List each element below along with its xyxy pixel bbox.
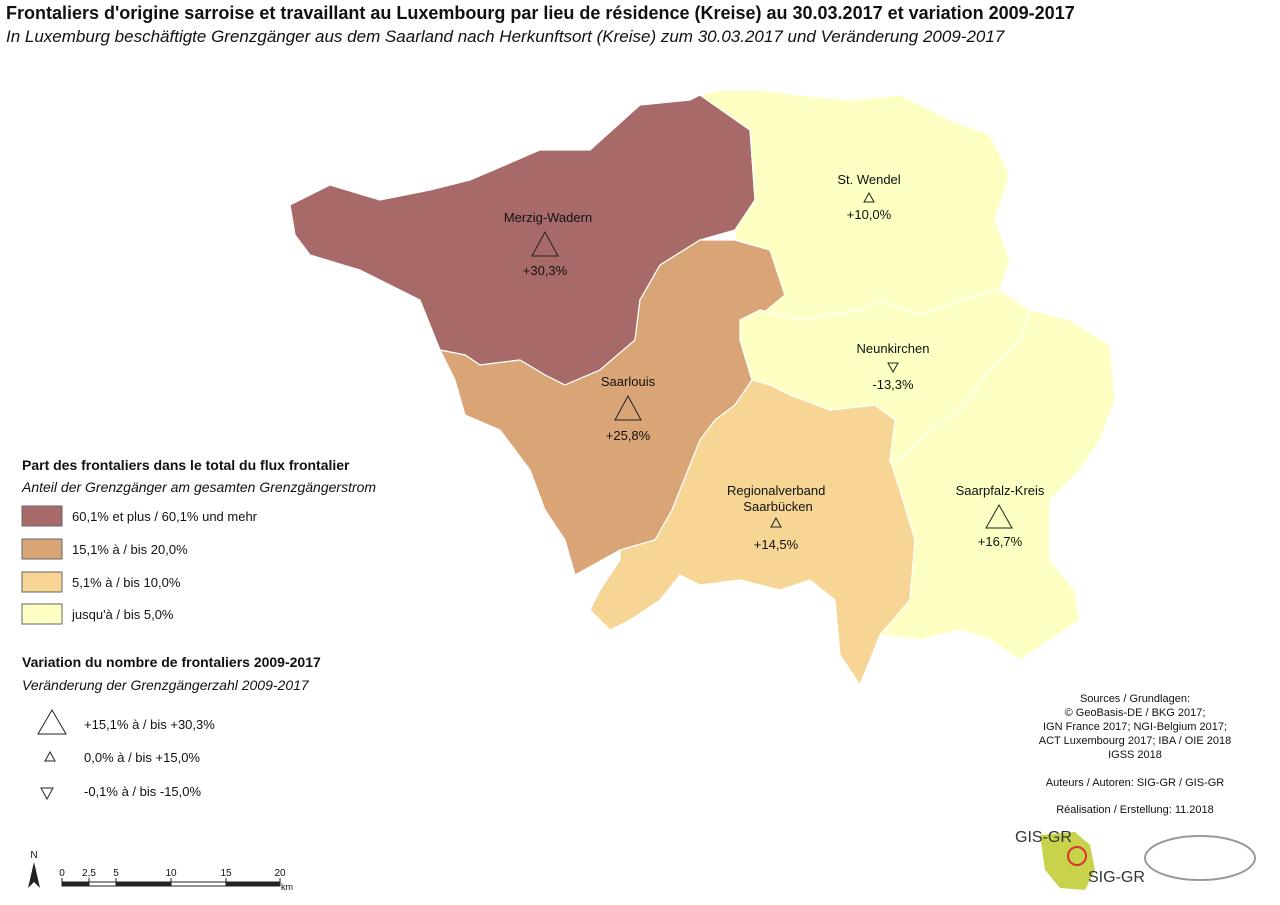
- legend-change: Variation du nombre de frontaliers 2009-…: [22, 654, 321, 801]
- legend-item: 15,1% à / bis 20,0%: [72, 542, 188, 557]
- legend-symbol: [37, 709, 67, 735]
- source-line: ACT Luxembourg 2017; IBA / OIE 2018: [1039, 735, 1231, 747]
- change-symbol: [770, 516, 782, 528]
- legend-item: 5,1% à / bis 10,0%: [72, 575, 181, 590]
- change-symbol: [614, 394, 642, 421]
- source-line: IGN France 2017; NGI-Belgium 2017;: [1043, 721, 1227, 733]
- region-label: Saarlouis: [601, 374, 656, 389]
- legend-symbol: [40, 787, 54, 801]
- source-line: IGSS 2018: [1108, 749, 1162, 761]
- legend-swatch: [21, 505, 63, 527]
- region-label: St. Wendel: [837, 172, 900, 187]
- scale-tick-label: 2,5: [82, 868, 96, 879]
- logo-text: GIS-GR: [1015, 829, 1072, 846]
- legend-title: Part des frontaliers dans le total du fl…: [22, 457, 350, 473]
- scale-bar: N 0 2,5 5 10 15 20 km: [28, 850, 293, 892]
- region-change: +30,3%: [523, 263, 568, 278]
- title: Frontaliers d'origine sarroise et travai…: [6, 3, 1075, 23]
- legend-swatch: [21, 571, 63, 593]
- scale-ticks: 0 2,5 5 10 15 20 km: [59, 868, 293, 892]
- region-label-line: Saarbücken: [743, 499, 812, 514]
- realisation: Réalisation / Erstellung: 11.2018: [1056, 804, 1214, 816]
- logos: GIS-GR SIG-GR: [1015, 829, 1256, 890]
- scale-tick-label: 15: [220, 868, 232, 879]
- legend-item: 0,0% à / bis +15,0%: [84, 750, 200, 765]
- scale-tick-label: 10: [165, 868, 177, 879]
- legend-subtitle: Veränderung der Grenzgängerzahl 2009-201…: [22, 677, 310, 693]
- legend-item: 60,1% et plus / 60,1% und mehr: [72, 509, 258, 524]
- scale-tick-label: 5: [113, 868, 119, 879]
- subtitle: In Luxemburg beschäftigte Grenzgänger au…: [6, 27, 1005, 46]
- legend-swatch: [21, 603, 63, 625]
- region-label: Regionalverband Saarbücken: [727, 483, 829, 514]
- scale-segment: [116, 882, 171, 886]
- region-change: +10,0%: [847, 207, 892, 222]
- scale-segment: [226, 882, 280, 886]
- legend-share: Part des frontaliers dans le total du fl…: [21, 457, 376, 625]
- source-line: © GeoBasis-DE / BKG 2017;: [1065, 707, 1206, 719]
- legend-subtitle: Anteil der Grenzgänger am gesamten Grenz…: [21, 479, 376, 495]
- logo-shape: [1040, 832, 1095, 890]
- scale-unit: km: [281, 882, 293, 892]
- north-label: N: [30, 850, 37, 861]
- scale-tick-label: 0: [59, 868, 65, 879]
- change-symbol: [985, 503, 1013, 529]
- region-saarpfalz: [878, 289, 1116, 661]
- change-symbol: [531, 230, 559, 257]
- legend-item: jusqu'à / bis 5,0%: [71, 607, 174, 622]
- region-label: Saarpfalz-Kreis: [956, 483, 1045, 498]
- region-label-line: Regionalverband: [727, 483, 825, 498]
- region-change: +25,8%: [606, 428, 651, 443]
- change-symbol: [887, 362, 899, 374]
- legend-item: -0,1% à / bis -15,0%: [84, 784, 201, 799]
- logo-target: [1067, 846, 1087, 866]
- region-label: Merzig-Wadern: [504, 210, 592, 225]
- region-change: +16,7%: [978, 534, 1023, 549]
- legend-item: +15,1% à / bis +30,3%: [84, 717, 215, 732]
- logo-text: SIG-GR: [1088, 869, 1145, 886]
- legend-symbol: [44, 750, 56, 762]
- legend-swatch: [21, 538, 63, 560]
- legend-title: Variation du nombre de frontaliers 2009-…: [22, 654, 321, 670]
- region-change: -13,3%: [872, 377, 914, 392]
- source-line: Sources / Grundlagen:: [1080, 693, 1190, 705]
- change-symbol: [863, 191, 875, 203]
- north-arrow: [28, 862, 40, 888]
- authors: Auteurs / Autoren: SIG-GR / GIS-GR: [1046, 777, 1225, 789]
- scale-tick-label: 20: [274, 868, 286, 879]
- sources: Sources / Grundlagen: © GeoBasis-DE / BK…: [1039, 693, 1231, 816]
- map: Merzig-Wadern +30,3% St. Wendel +10,0% N…: [289, 89, 1116, 687]
- scale-segment: [62, 882, 89, 886]
- region-label: Neunkirchen: [857, 341, 930, 356]
- logo-partners: [1144, 835, 1256, 881]
- region-change: +14,5%: [754, 537, 799, 552]
